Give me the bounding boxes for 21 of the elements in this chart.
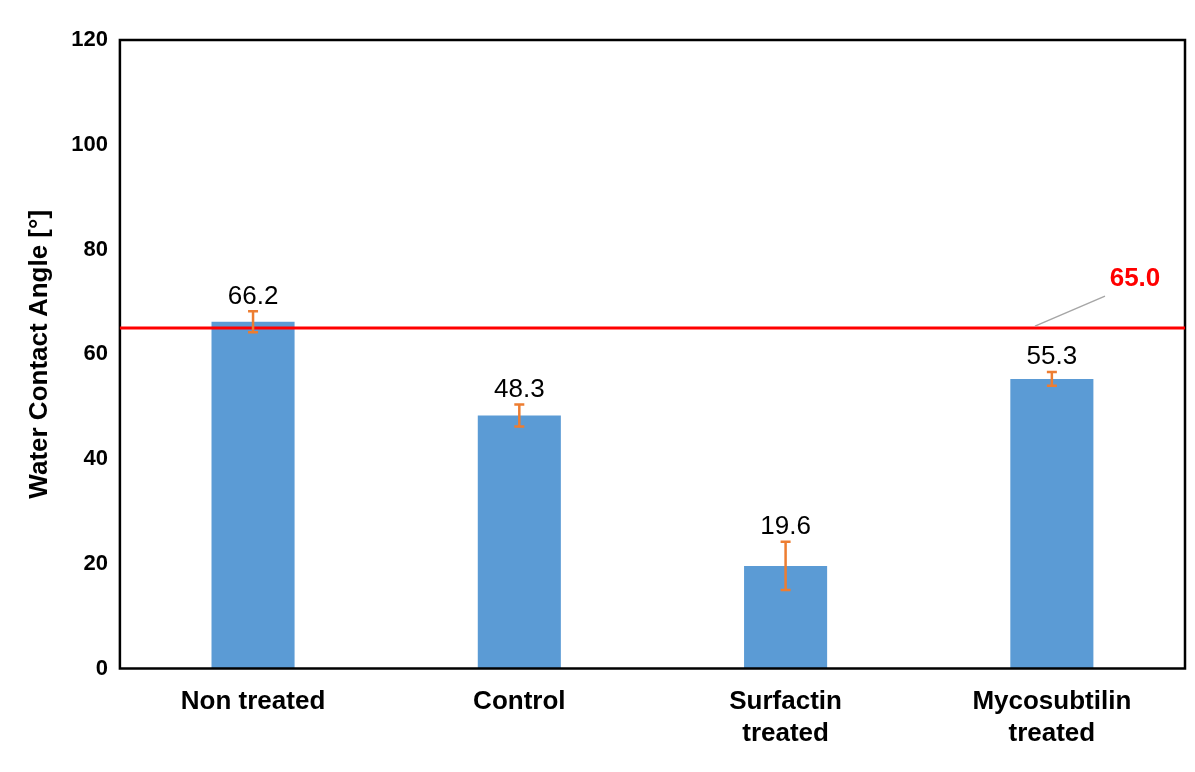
ref-line-label: 65.0 — [1109, 262, 1161, 293]
data-label: 66.2 — [227, 279, 279, 310]
data-label: 19.6 — [760, 510, 811, 540]
bar — [477, 415, 561, 669]
bar — [744, 565, 828, 669]
y-tick-label: 60 — [83, 340, 108, 366]
y-tick-label: 40 — [83, 445, 108, 471]
data-label: 48.3 — [494, 372, 545, 403]
y-tick-label: 20 — [83, 549, 108, 575]
y-axis-title: Water Contact Angle [°] — [22, 209, 53, 499]
x-tick-label: Non treated — [180, 685, 326, 716]
x-tick-label: Surfactin treated — [729, 685, 842, 747]
x-tick-label: Mycosubtilin treated — [972, 685, 1132, 747]
y-tick-label: 80 — [83, 235, 108, 261]
bar — [211, 321, 295, 669]
bar — [1010, 378, 1094, 669]
y-tick-label: 0 — [95, 654, 108, 680]
y-tick-label: 100 — [71, 130, 108, 156]
x-tick-label: Control — [473, 685, 566, 716]
y-tick-label: 120 — [71, 26, 108, 52]
data-label: 55.3 — [1026, 340, 1078, 371]
